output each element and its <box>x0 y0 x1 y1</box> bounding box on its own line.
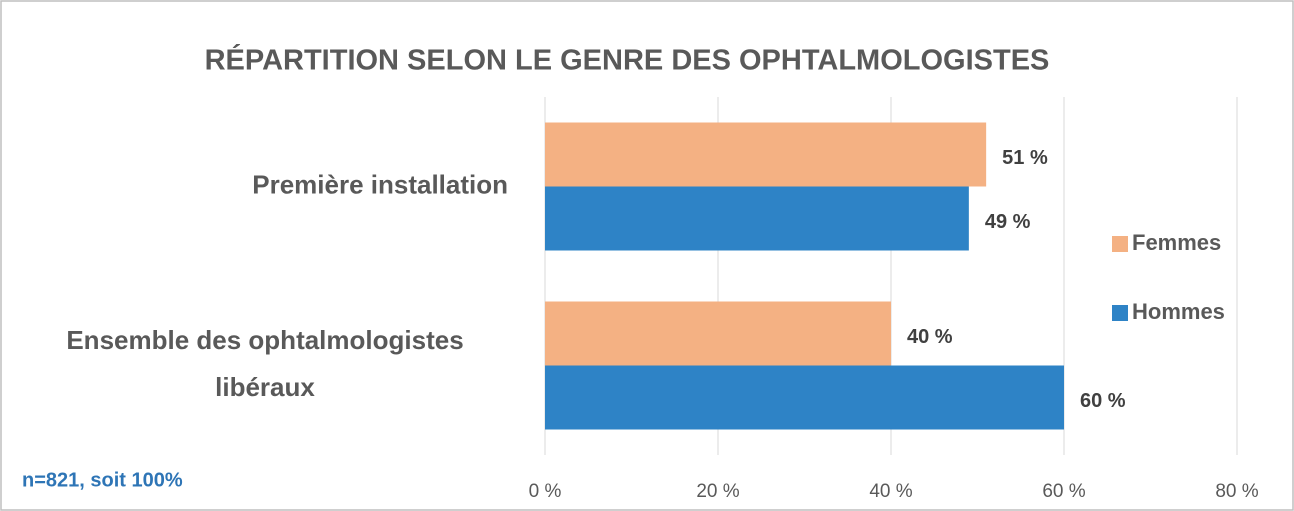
legend-swatch <box>1112 305 1128 321</box>
bar <box>545 186 969 251</box>
x-tick-label: 0 % <box>529 481 562 502</box>
x-tick-label: 40 % <box>869 481 912 502</box>
bar <box>545 365 1064 430</box>
y-tick-label: Ensemble des ophtalmologistes libéraux <box>66 325 463 402</box>
legend-label: Hommes <box>1132 299 1225 324</box>
note: n=821, soit 100% <box>22 469 183 491</box>
value-label: 49 % <box>985 211 1031 233</box>
value-label: 40 % <box>907 326 953 348</box>
x-tick-label: 60 % <box>1042 481 1085 502</box>
value-label: 60 % <box>1080 390 1126 412</box>
chart-title: RÉPARTITION SELON LE GENRE DES OPHTALMOL… <box>205 43 1050 77</box>
y-tick-label: Première installation <box>252 169 508 199</box>
bar <box>545 122 987 187</box>
x-tick-label: 20 % <box>696 481 739 502</box>
legend-swatch <box>1112 236 1128 252</box>
bar <box>545 301 891 366</box>
legend-label: Femmes <box>1132 230 1221 255</box>
value-label: 51 % <box>1002 147 1048 169</box>
x-tick-label: 80 % <box>1215 481 1258 502</box>
